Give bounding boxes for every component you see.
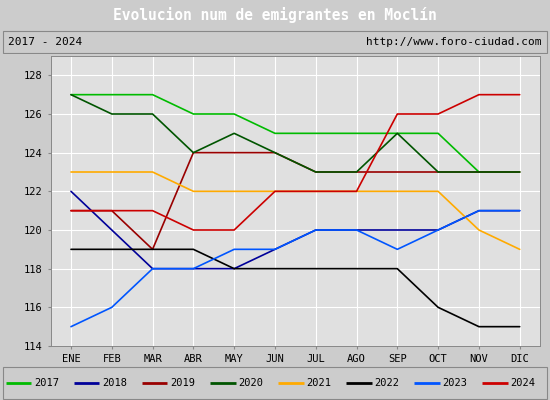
Text: 2020: 2020 [238, 378, 263, 388]
Text: http://www.foro-ciudad.com: http://www.foro-ciudad.com [366, 36, 542, 46]
Text: 2023: 2023 [442, 378, 468, 388]
Text: 2019: 2019 [170, 378, 195, 388]
Text: 2017: 2017 [34, 378, 59, 388]
Text: Evolucion num de emigrantes en Moclín: Evolucion num de emigrantes en Moclín [113, 7, 437, 23]
Text: 2018: 2018 [102, 378, 127, 388]
Text: 2017 - 2024: 2017 - 2024 [8, 36, 82, 46]
Text: 2022: 2022 [375, 378, 399, 388]
Text: 2021: 2021 [306, 378, 331, 388]
Text: 2024: 2024 [510, 378, 536, 388]
